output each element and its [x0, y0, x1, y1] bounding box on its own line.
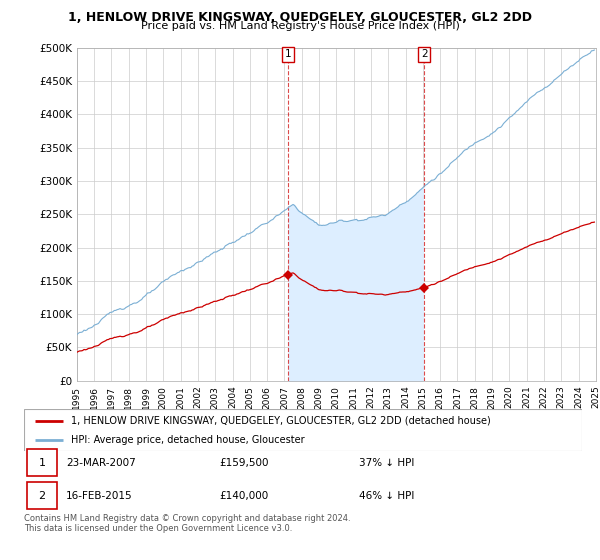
Text: £159,500: £159,500	[220, 458, 269, 468]
Bar	[27, 482, 58, 509]
Bar	[27, 449, 58, 477]
Text: 46% ↓ HPI: 46% ↓ HPI	[359, 491, 414, 501]
Text: Contains HM Land Registry data © Crown copyright and database right 2024.
This d: Contains HM Land Registry data © Crown c…	[24, 514, 350, 534]
Text: 1: 1	[284, 49, 292, 59]
Text: 23-MAR-2007: 23-MAR-2007	[66, 458, 136, 468]
Text: 1: 1	[38, 458, 46, 468]
Text: £140,000: £140,000	[220, 491, 269, 501]
Text: 1, HENLOW DRIVE KINGSWAY, QUEDGELEY, GLOUCESTER, GL2 2DD (detached house): 1, HENLOW DRIVE KINGSWAY, QUEDGELEY, GLO…	[71, 416, 491, 426]
Text: 37% ↓ HPI: 37% ↓ HPI	[359, 458, 414, 468]
Text: 1, HENLOW DRIVE KINGSWAY, QUEDGELEY, GLOUCESTER, GL2 2DD: 1, HENLOW DRIVE KINGSWAY, QUEDGELEY, GLO…	[68, 11, 532, 24]
Text: HPI: Average price, detached house, Gloucester: HPI: Average price, detached house, Glou…	[71, 435, 305, 445]
Text: Price paid vs. HM Land Registry's House Price Index (HPI): Price paid vs. HM Land Registry's House …	[140, 21, 460, 31]
Text: 16-FEB-2015: 16-FEB-2015	[66, 491, 133, 501]
Text: 2: 2	[421, 49, 428, 59]
Text: 2: 2	[38, 491, 46, 501]
